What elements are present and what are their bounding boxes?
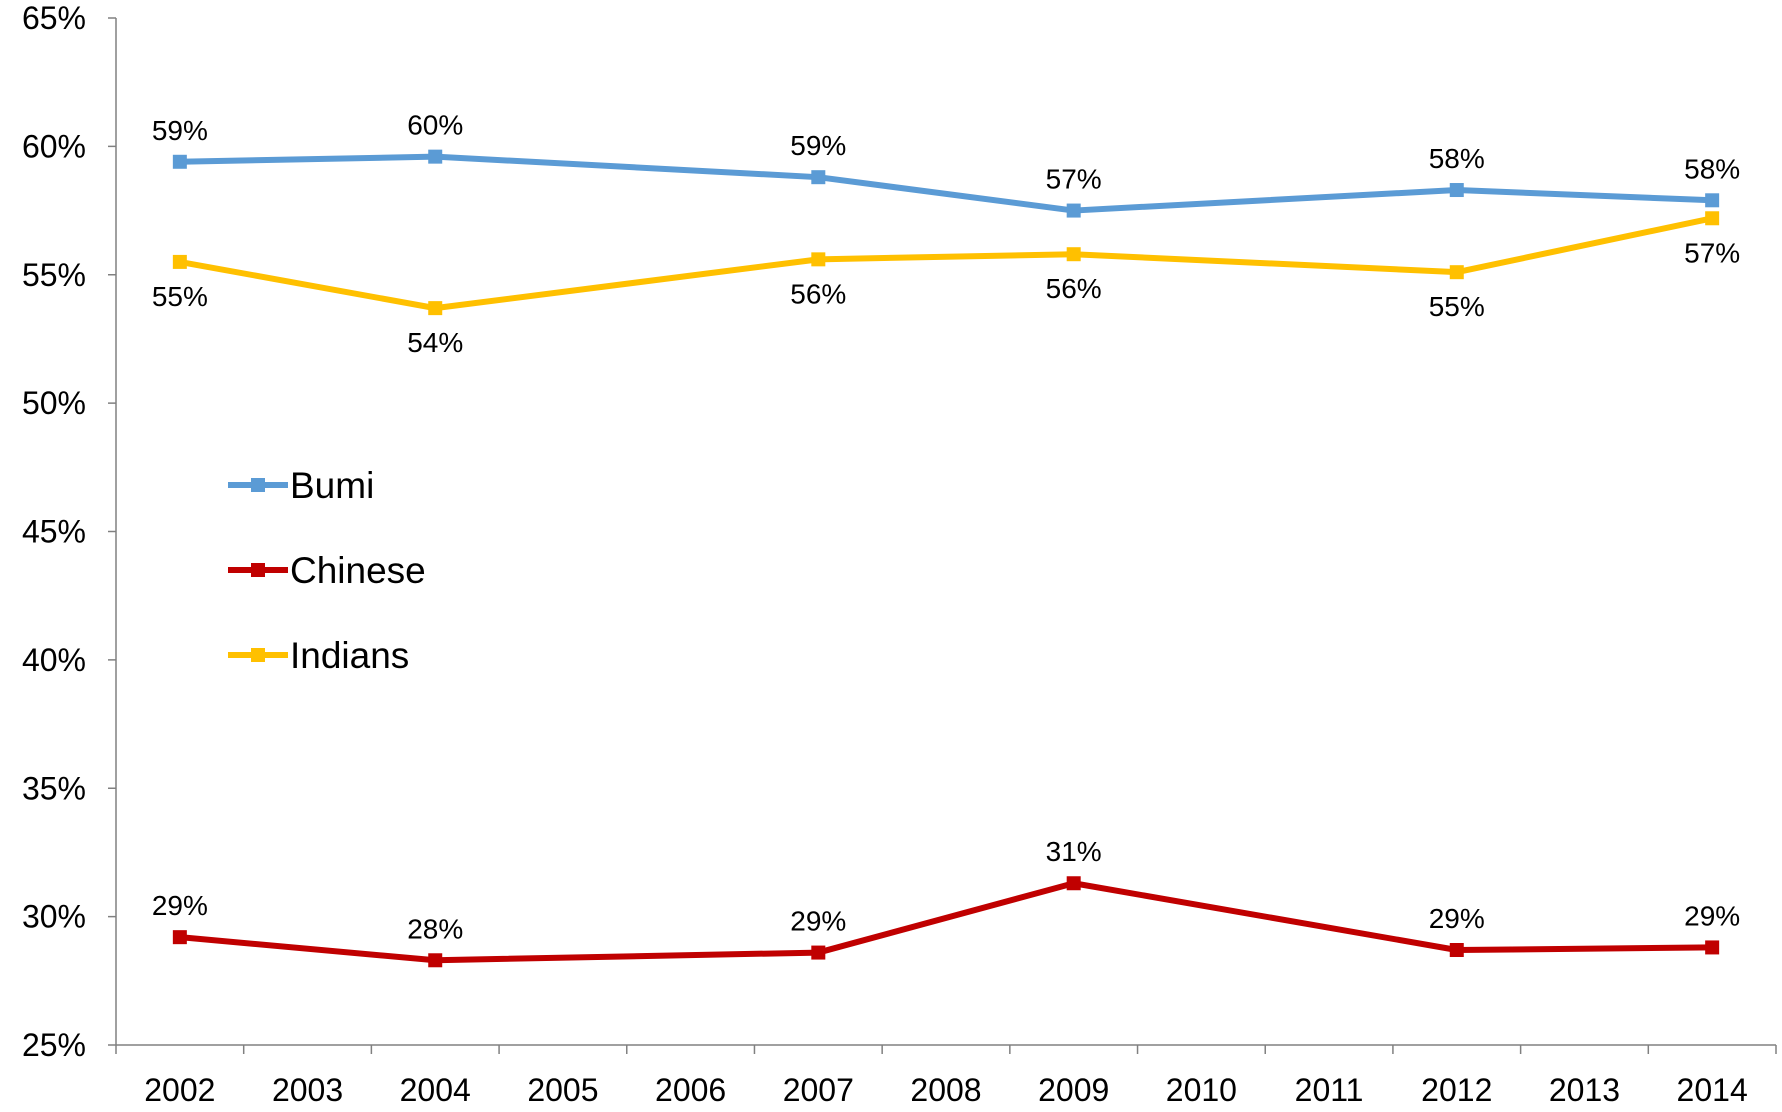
legend-item-indians: Indians [228,635,409,676]
legend-label: Bumi [290,465,374,506]
y-tick-label: 60% [22,128,86,164]
x-tick-label: 2003 [272,1072,343,1108]
data-point-bumi [811,170,826,185]
x-tick-label: 2014 [1677,1072,1748,1108]
data-label-indians: 55% [152,281,208,312]
legend-item-chinese: Chinese [228,550,426,591]
data-label-bumi: 58% [1429,143,1485,174]
data-label-bumi: 60% [407,110,463,141]
data-point-bumi [1705,193,1720,208]
data-point-chinese [172,930,187,945]
legend-swatch-marker [251,648,265,662]
data-point-bumi [172,154,187,169]
data-point-indians [172,254,187,269]
legend-item-bumi: Bumi [228,465,374,506]
x-tick-label: 2012 [1421,1072,1492,1108]
data-label-indians: 57% [1684,237,1740,268]
data-label-bumi: 59% [152,115,208,146]
data-point-indians [1066,247,1081,262]
series-line-chinese [179,880,1713,964]
y-tick-label: 55% [22,257,86,293]
y-tick-label: 40% [22,642,86,678]
x-tick-label: 2006 [655,1072,726,1108]
y-tick-label: 45% [22,514,86,550]
x-tick-label: 2004 [400,1072,471,1108]
legend-label: Chinese [290,550,426,591]
data-label-bumi: 59% [790,130,846,161]
series-line-indians [179,215,1713,312]
y-tick-label: 50% [22,385,86,421]
data-label-chinese: 28% [407,913,463,944]
data-point-indians [811,252,826,267]
data-point-chinese [811,945,826,960]
x-tick-label: 2005 [527,1072,598,1108]
data-point-indians [428,301,443,316]
data-label-chinese: 29% [1684,900,1740,931]
data-point-indians [1449,265,1464,280]
data-label-indians: 54% [407,327,463,358]
data-label-bumi: 57% [1046,164,1102,195]
x-tick-label: 2011 [1295,1072,1364,1108]
y-tick-label: 30% [22,899,86,935]
x-tick-label: 2008 [910,1072,981,1108]
data-label-chinese: 29% [1429,903,1485,934]
series-layer [172,149,1720,968]
data-label-chinese: 31% [1046,836,1102,867]
legend-swatch-marker [251,563,265,577]
series-line-bumi [179,153,1713,214]
data-label-indians: 56% [790,278,846,309]
data-label-bumi: 58% [1684,153,1740,184]
x-tick-label: 2013 [1549,1072,1620,1108]
data-point-chinese [1066,876,1081,891]
data-label-indians: 56% [1046,273,1102,304]
data-point-chinese [1705,940,1720,955]
data-point-chinese [1449,943,1464,958]
data-point-bumi [428,149,443,164]
y-tick-label: 65% [22,0,86,36]
data-point-indians [1705,211,1720,226]
y-tick-label: 25% [22,1027,86,1063]
y-tick-label: 35% [22,770,86,806]
data-label-chinese: 29% [790,906,846,937]
data-label-chinese: 29% [152,890,208,921]
legend: Bumi Chinese Indians [228,465,426,676]
x-tick-label: 2007 [783,1072,854,1108]
data-point-bumi [1449,183,1464,198]
legend-label: Indians [290,635,409,676]
x-tick-label: 2010 [1166,1072,1237,1108]
legend-swatch-marker [251,478,265,492]
x-tick-label: 2002 [144,1072,215,1108]
x-tick-label: 2009 [1038,1072,1109,1108]
axes: 25% 30% 35% 40% 45% 50% 55% 60% 65% 2002 2003 2004 2… [22,0,1777,1108]
data-label-indians: 55% [1429,291,1485,322]
data-point-bumi [1066,203,1081,218]
data-point-chinese [428,953,443,968]
data-labels-layer: 59% 60% 59% 57% 58% 58% 29% 28% 29% 31% 29% 29% 55% 5… [152,110,1740,945]
